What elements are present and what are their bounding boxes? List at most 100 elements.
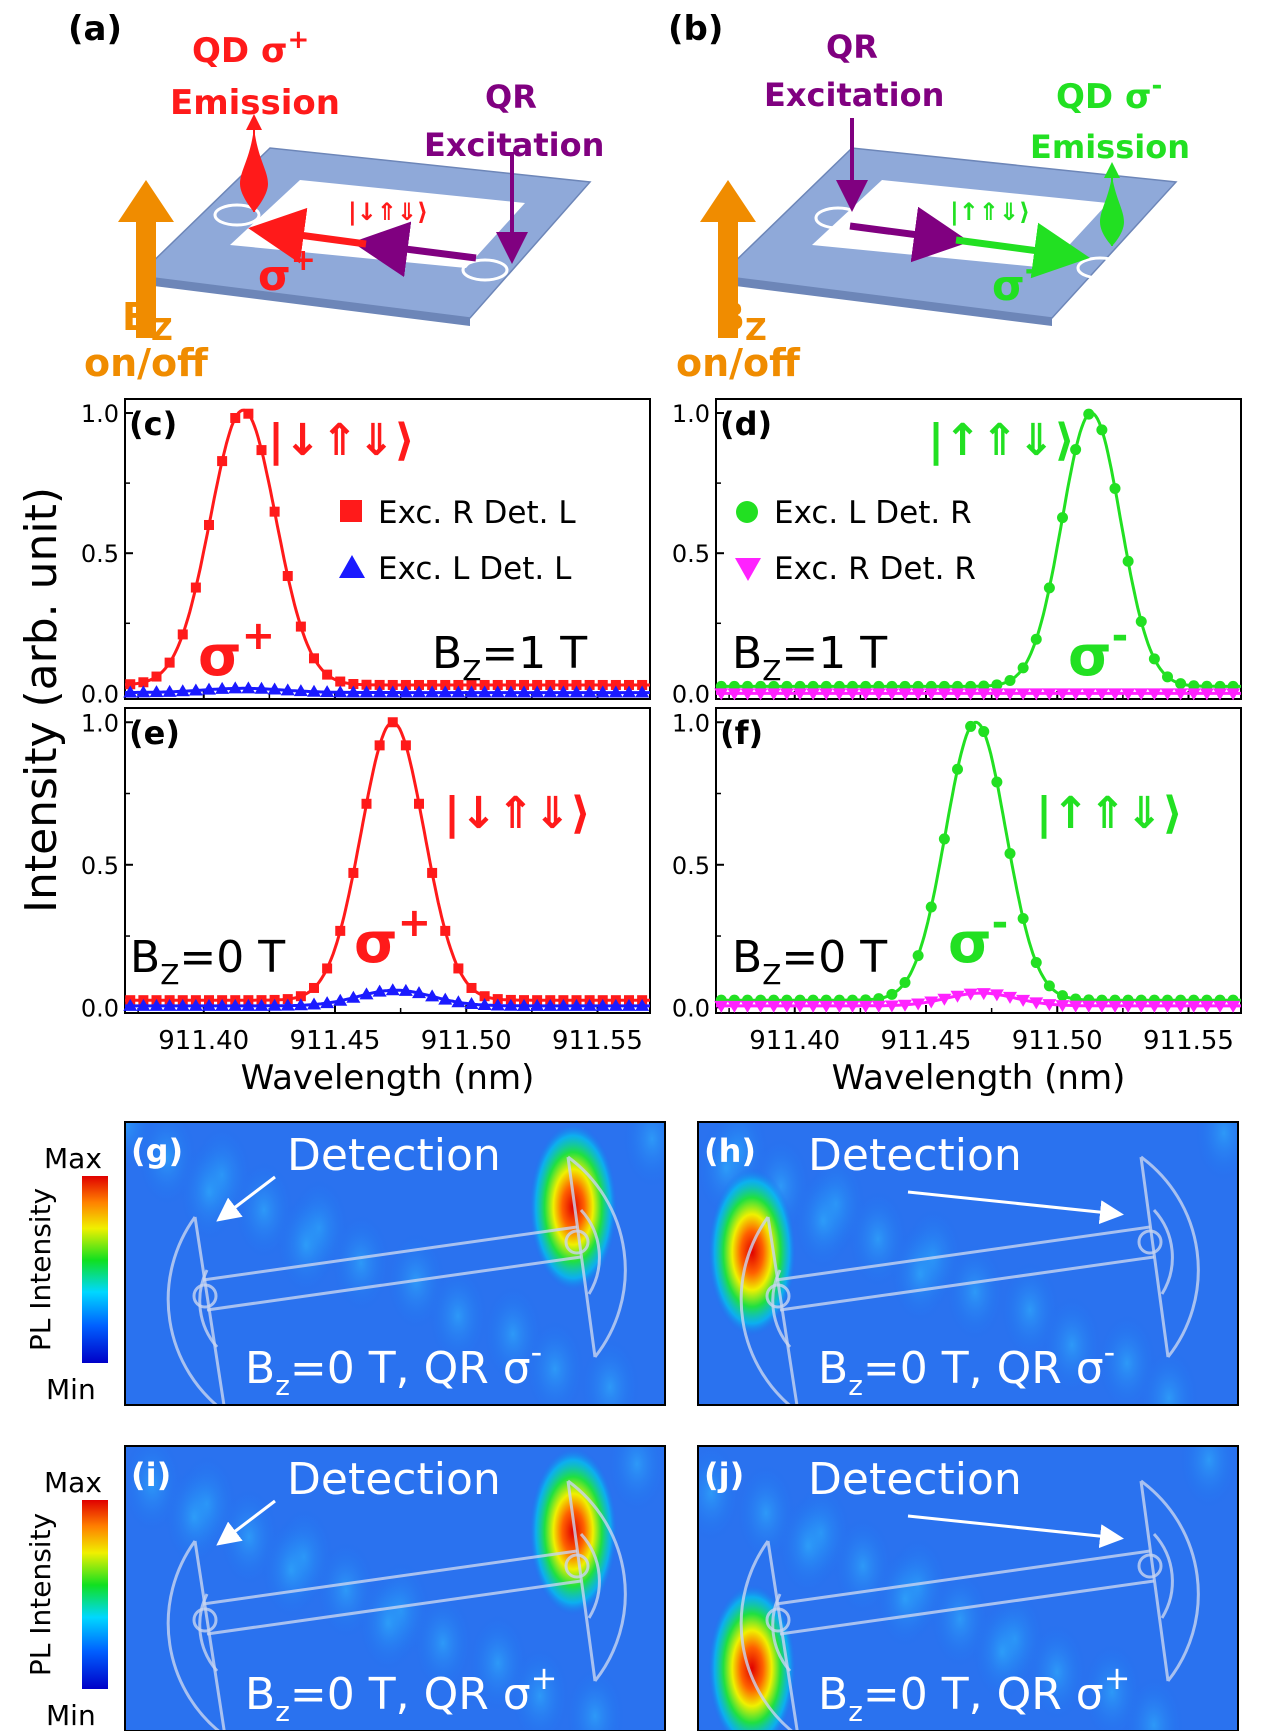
bz-label-b: BZ	[716, 295, 767, 348]
data-point	[387, 717, 398, 728]
map-texture	[413, 1593, 473, 1693]
plot-frame	[124, 707, 651, 1014]
data-point	[530, 998, 545, 1011]
data-point	[190, 582, 201, 593]
data-point	[740, 1000, 755, 1013]
map-texture	[875, 1549, 935, 1649]
data-point	[938, 833, 950, 845]
legend-marker	[339, 555, 365, 578]
data-point	[425, 989, 440, 1002]
panel-label: (i)	[131, 1456, 171, 1494]
bz-arrow-b	[700, 180, 756, 338]
x-axis-title: Wavelength (nm)	[241, 1058, 535, 1098]
pl-map-h: Detection (h) Bz=0 T, QR σ-	[697, 1121, 1239, 1406]
data-point	[582, 685, 597, 698]
data-point	[385, 983, 400, 996]
data-point	[162, 684, 177, 697]
data-point	[175, 998, 190, 1011]
panel-label-a: (a)	[68, 9, 122, 49]
data-point	[204, 519, 214, 530]
data-point	[556, 685, 571, 698]
data-point	[1017, 913, 1029, 925]
data-point	[280, 683, 295, 696]
data-point	[202, 682, 216, 695]
bz-label-a: BZ	[122, 295, 173, 348]
map-texture	[276, 1195, 336, 1295]
map-condition-label: Bz=0 T, QR σ+	[818, 1659, 1130, 1728]
data-point	[1043, 980, 1055, 992]
x-tick-label: 911.55	[552, 1026, 643, 1056]
data-point	[793, 1000, 807, 1013]
data-point	[1134, 1000, 1149, 1013]
data-point	[359, 987, 374, 1000]
data-point	[1004, 674, 1016, 686]
map-texture	[525, 1319, 585, 1405]
state-label: |↑⇑⇓⟩	[928, 415, 1075, 466]
panel-label: (c)	[129, 405, 177, 443]
map-texture	[1194, 1122, 1238, 1183]
emission-hotspot	[529, 1122, 618, 1291]
data-point	[924, 688, 939, 701]
onoff-label-a: on/off	[84, 341, 209, 385]
data-point	[348, 867, 359, 878]
x-tick-label: 911.50	[421, 1026, 512, 1056]
legend-label: Exc. L Det. L	[378, 551, 572, 587]
panel-label: (j)	[704, 1456, 744, 1494]
data-point	[230, 413, 241, 424]
sigma-label-b: σ-	[992, 253, 1037, 310]
data-point	[1199, 1000, 1214, 1013]
data-point	[779, 1000, 794, 1013]
legend-label: Exc. R Det. L	[378, 495, 576, 531]
data-point	[766, 1000, 781, 1013]
legend-marker	[735, 558, 761, 581]
data-point	[832, 688, 847, 701]
map-texture	[1139, 1348, 1199, 1405]
data-point	[766, 688, 781, 701]
data-point	[989, 688, 1004, 701]
sigma-label: σ+	[198, 613, 275, 689]
plot-frame	[715, 398, 1242, 700]
data-point	[335, 676, 346, 687]
data-point	[440, 679, 451, 690]
data-point	[400, 679, 411, 690]
map-condition-label: Bz=0 T, QR σ+	[245, 1659, 557, 1728]
spectrum-panel-d: 0.0 0.5 1.0 (d) |↑⇑⇓⟩ σ- BZ=1 T Exc. L Det. R Ex…	[672, 398, 1242, 708]
x-tick-label: 911.55	[1143, 1026, 1234, 1056]
data-point	[1135, 616, 1147, 628]
data-point	[622, 685, 636, 698]
data-point	[175, 684, 190, 697]
data-point	[624, 679, 634, 690]
data-point	[832, 1000, 847, 1013]
spectrum-panel-e: 0.0 0.5 1.0 911.40 911.45 911.50 911.55 Wavelen…	[81, 707, 651, 1098]
data-point	[492, 679, 503, 690]
data-point	[976, 688, 991, 701]
schematic-a: (a) QD σ+ Emission QR Excitation |↓⇑⇓⟩ σ…	[68, 9, 604, 385]
data-point	[976, 988, 991, 1001]
emission-hotspot	[529, 1447, 618, 1616]
data-point	[164, 657, 175, 668]
x-axis-title: Wavelength (nm)	[832, 1058, 1126, 1098]
data-point	[925, 901, 937, 913]
data-point	[215, 998, 230, 1011]
device-edge	[138, 276, 470, 326]
field-label: BZ=0 T	[130, 932, 285, 991]
map-texture	[1179, 1446, 1238, 1510]
y-tick-label: 0.0	[81, 994, 119, 1022]
data-point	[819, 688, 834, 701]
state-label-b: |↑⇑⇓⟩	[950, 198, 1030, 226]
detection-arrow	[216, 1175, 276, 1222]
y-tick-label: 0.5	[672, 540, 710, 568]
plot-frame	[124, 398, 651, 700]
data-point	[793, 688, 807, 701]
colorbar-min: Min	[46, 1373, 96, 1406]
data-point	[451, 685, 466, 698]
map-condition-label: Bz=0 T, QR σ-	[818, 1333, 1115, 1402]
device-outline	[739, 1155, 1200, 1405]
data-point	[963, 688, 978, 701]
map-texture	[890, 1224, 950, 1324]
data-point	[1096, 424, 1108, 436]
map-texture	[1027, 1622, 1087, 1722]
sigma-label: σ+	[354, 900, 431, 976]
data-point	[1147, 688, 1162, 701]
data-point	[610, 679, 621, 690]
